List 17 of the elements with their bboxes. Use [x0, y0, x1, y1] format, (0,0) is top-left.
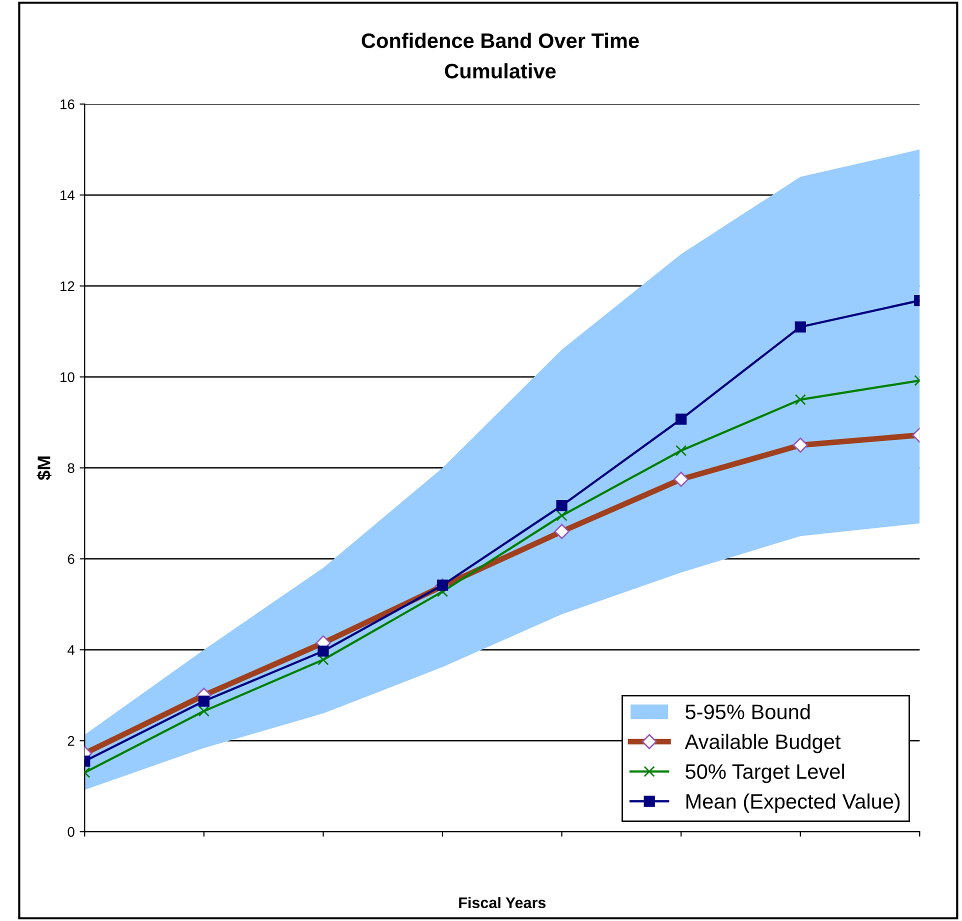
y-tick-label: 6	[68, 554, 74, 564]
y-tick-label: 10	[60, 372, 74, 382]
chart-title: Confidence Band Over Time	[362, 32, 639, 48]
y-tick-label: 2	[68, 736, 74, 746]
legend-label: 50% Target Level	[686, 764, 844, 784]
legend-label: Mean (Expected Value)	[686, 793, 900, 813]
legend-label: Available Budget	[684, 734, 841, 754]
y-tick-label: 12	[60, 281, 74, 292]
y-axis-title: $M	[36, 456, 52, 480]
y-tick-label: 8	[68, 463, 74, 474]
x-axis-title: Fiscal Years	[459, 896, 546, 908]
chart-subtitle: Cumulative	[444, 63, 556, 78]
y-tick-label: 16	[60, 99, 74, 110]
y-tick-label: 4	[68, 645, 75, 655]
y-tick-label: 14	[60, 190, 75, 200]
y-tick-label: 0	[68, 826, 74, 837]
legend-label: 5-95% Bound	[686, 704, 810, 720]
